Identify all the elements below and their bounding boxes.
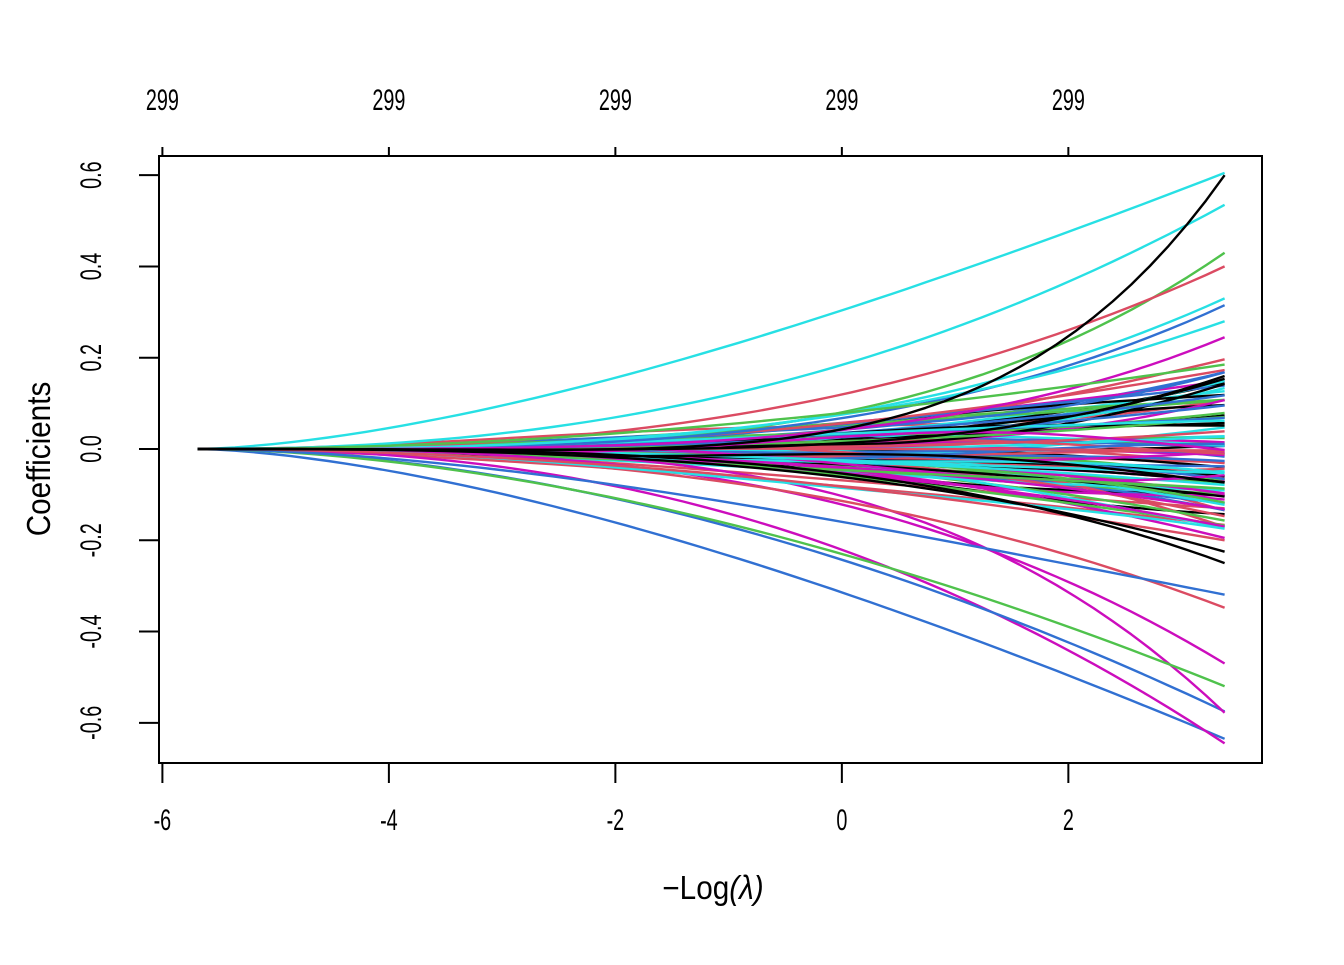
y-tick-label: 0.4 xyxy=(75,253,108,281)
y-tick-label: -0.6 xyxy=(75,706,108,740)
coefficient-path xyxy=(197,447,1225,542)
top-axis-label: 299 xyxy=(1052,84,1085,117)
coefficient-path xyxy=(197,447,1225,553)
x-axis-title: −Log(λ) xyxy=(662,869,763,906)
coefficient-path xyxy=(197,447,1226,745)
coefficient-path xyxy=(197,447,1226,740)
x-tick-label: -2 xyxy=(607,804,625,837)
x-tick-label: -6 xyxy=(154,804,172,837)
curves-layer xyxy=(197,171,1226,745)
coefficient-path xyxy=(197,171,1226,451)
coefficient-path xyxy=(197,363,1225,451)
y-tick-label: 0.0 xyxy=(75,435,108,463)
top-axis-label: 299 xyxy=(372,84,405,117)
y-tick-label: 0.6 xyxy=(75,161,108,189)
top-axis-label: 299 xyxy=(146,84,179,117)
y-tick-label: -0.2 xyxy=(75,523,108,557)
top-axis-label: 299 xyxy=(599,84,632,117)
x-axis-title-prefix: −Log xyxy=(662,869,729,906)
top-axis-label: 299 xyxy=(825,84,858,117)
x-axis-title-lambda: (λ) xyxy=(729,869,763,906)
x-tick-label: -4 xyxy=(380,804,398,837)
x-tick-label: 0 xyxy=(836,804,847,837)
coefficient-path xyxy=(197,203,1226,451)
x-tick-label: 2 xyxy=(1063,804,1074,837)
plot-box xyxy=(158,155,1263,764)
coefficient-path xyxy=(197,447,1225,596)
y-tick-label: -0.4 xyxy=(75,615,108,649)
y-axis-title: Coefficients xyxy=(20,382,57,537)
y-tick-label: 0.2 xyxy=(75,344,108,372)
coefficient-path xyxy=(197,447,1226,688)
